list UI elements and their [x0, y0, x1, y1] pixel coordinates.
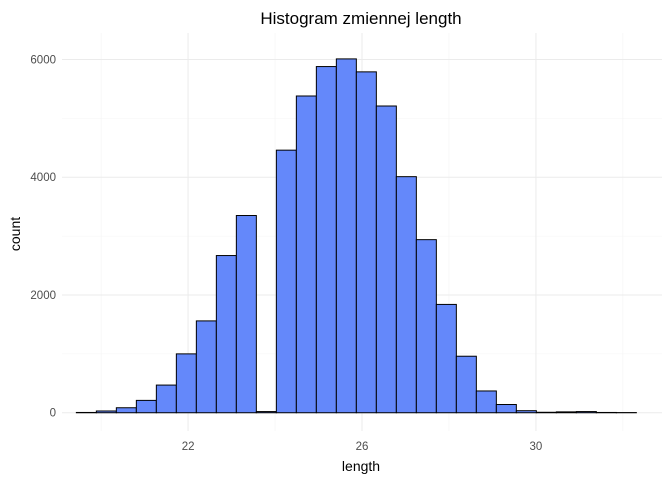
histogram-bar	[375, 105, 397, 414]
chart-title: Histogram zmiennej length	[260, 9, 461, 28]
x-axis-title: length	[342, 458, 380, 474]
histogram-bar	[455, 355, 477, 414]
histogram-bar	[135, 399, 157, 414]
x-tick-label: 26	[356, 441, 369, 453]
histogram-bar	[495, 404, 517, 414]
y-tick-label: 6000	[30, 54, 56, 66]
histogram-bar	[115, 407, 137, 414]
histogram-bar	[575, 411, 597, 414]
histogram-bar	[235, 215, 257, 414]
histogram-bar	[215, 255, 237, 414]
histogram-bar	[395, 176, 417, 414]
histogram-bar	[195, 320, 217, 414]
y-tick-label: 0	[50, 408, 56, 420]
x-tick-label: 30	[530, 441, 543, 453]
histogram-bar	[355, 71, 377, 414]
histogram-bar	[435, 303, 457, 414]
tick-labels: 22 26 30 0 2000 4000 6000	[30, 54, 542, 453]
histogram-bar	[315, 66, 337, 414]
histogram-bar	[155, 384, 177, 414]
histogram-bar	[515, 410, 537, 414]
histogram-bar	[175, 353, 197, 414]
histogram-bar	[475, 390, 497, 414]
y-tick-label: 4000	[30, 172, 56, 184]
histogram-bar	[255, 411, 277, 414]
histogram-bar	[415, 239, 437, 414]
histogram-bar	[335, 58, 357, 414]
x-tick-label: 22	[182, 441, 195, 453]
y-axis-title: count	[7, 217, 23, 251]
histogram-bar	[295, 95, 317, 414]
histogram-bar	[95, 410, 117, 414]
histogram-bar	[555, 411, 577, 414]
histogram-bar	[275, 149, 297, 414]
y-tick-label: 2000	[30, 290, 56, 302]
histogram-bars	[75, 58, 637, 414]
